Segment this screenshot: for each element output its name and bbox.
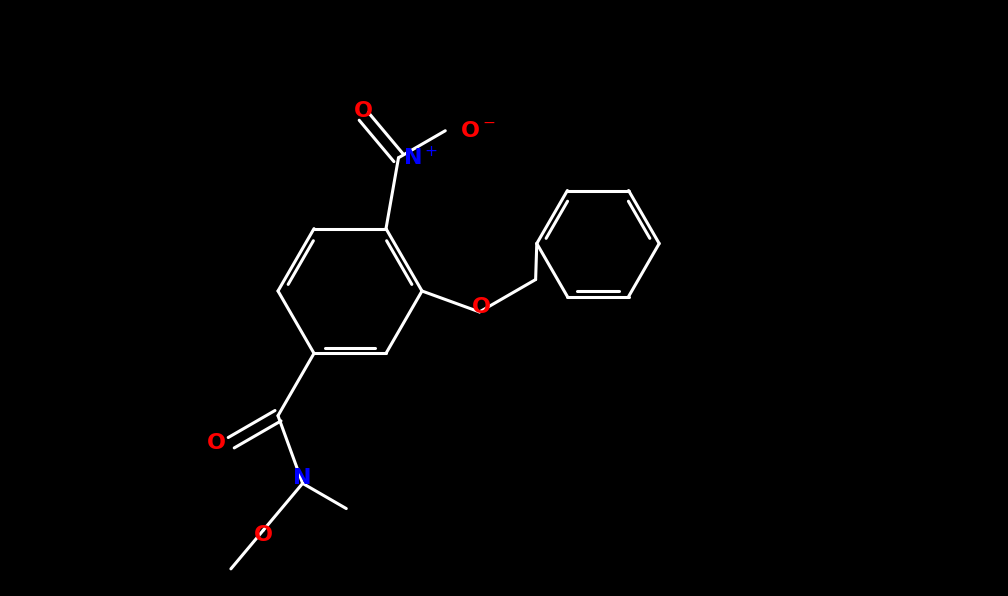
Text: O: O bbox=[472, 297, 491, 317]
Text: N$^+$: N$^+$ bbox=[402, 146, 437, 169]
Text: O$^-$: O$^-$ bbox=[461, 121, 496, 141]
Text: N: N bbox=[293, 468, 311, 488]
Text: O: O bbox=[254, 525, 273, 545]
Text: O: O bbox=[208, 433, 226, 453]
Text: O: O bbox=[354, 101, 373, 122]
